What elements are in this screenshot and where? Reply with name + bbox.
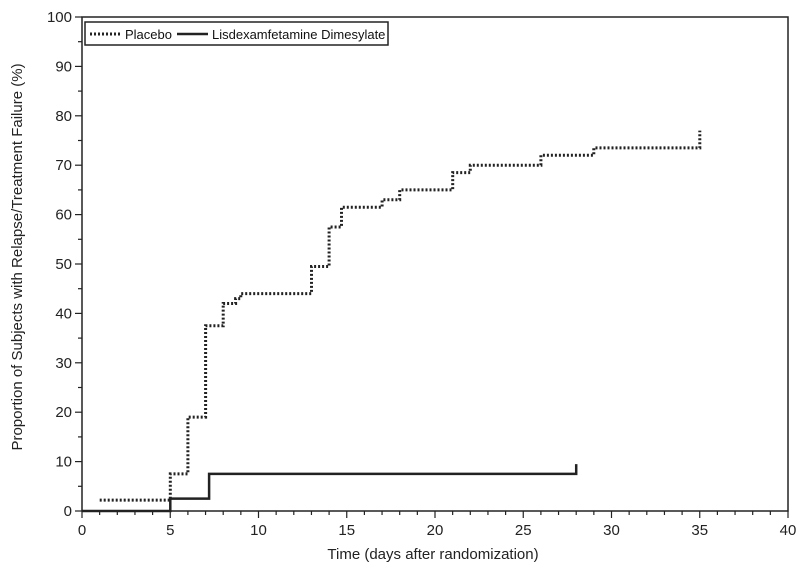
x-tick-label: 5 bbox=[166, 522, 174, 539]
x-tick-label: 20 bbox=[427, 522, 444, 539]
x-tick-label: 40 bbox=[780, 522, 797, 539]
y-tick-label: 30 bbox=[55, 355, 72, 372]
y-tick-label: 0 bbox=[64, 503, 72, 520]
y-tick-label: 50 bbox=[55, 256, 72, 273]
series-line-placebo bbox=[99, 130, 702, 502]
x-axis: 0 5 10 15 20 25 30 35 40 bbox=[78, 511, 797, 539]
legend: Placebo Lisdexamfetamine Dimesylate bbox=[84, 21, 389, 46]
y-tick-label: 10 bbox=[55, 454, 72, 471]
y-tick-label: 20 bbox=[55, 404, 72, 421]
y-tick-label: 60 bbox=[55, 207, 72, 224]
x-tick-label: 10 bbox=[250, 522, 267, 539]
y-tick-label: 90 bbox=[55, 58, 72, 75]
x-tick-label: 0 bbox=[78, 522, 86, 539]
series-line-lisdexamfetamine bbox=[82, 464, 578, 513]
y-tick-label: 70 bbox=[55, 157, 72, 174]
y-tick-label: 100 bbox=[47, 9, 72, 26]
legend-label-lisdexamfetamine: Lisdexamfetamine Dimesylate bbox=[212, 27, 385, 42]
x-axis-title: Time (days after randomization) bbox=[327, 546, 538, 563]
plot-area-border bbox=[81, 16, 789, 512]
legend-box bbox=[84, 21, 389, 46]
x-tick-label: 30 bbox=[603, 522, 620, 539]
x-tick-label: 25 bbox=[515, 522, 532, 539]
x-tick-label: 15 bbox=[338, 522, 355, 539]
series-layer bbox=[82, 130, 702, 513]
legend-label-placebo: Placebo bbox=[125, 27, 172, 42]
x-tick-label: 35 bbox=[691, 522, 708, 539]
y-tick-label: 40 bbox=[55, 305, 72, 322]
plot-frame bbox=[81, 16, 789, 512]
y-tick-label: 80 bbox=[55, 108, 72, 125]
y-axis-title: Proportion of Subjects with Relapse/Trea… bbox=[9, 63, 26, 450]
y-axis: 0 10 20 30 40 50 60 70 80 90 100 bbox=[47, 9, 82, 520]
